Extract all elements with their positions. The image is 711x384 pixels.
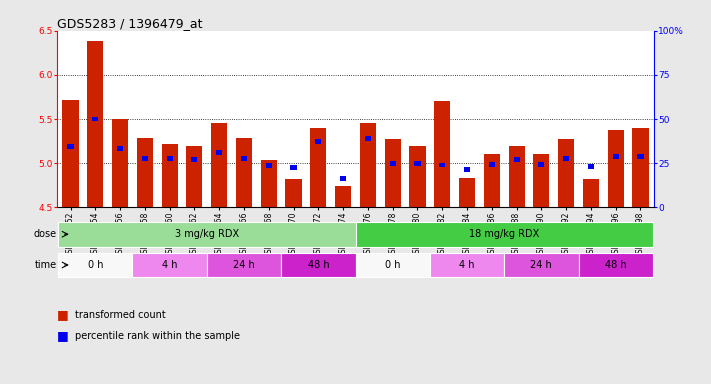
Bar [508, 146, 525, 207]
Bar [410, 146, 425, 207]
Text: time: time [35, 260, 57, 270]
Text: 0 h: 0 h [385, 260, 400, 270]
Bar [459, 178, 475, 207]
Bar [161, 144, 178, 207]
Bar [112, 119, 128, 207]
Bar [191, 157, 198, 162]
Text: dose: dose [33, 229, 57, 239]
Bar [365, 136, 371, 141]
Bar [315, 139, 321, 144]
Bar [638, 154, 643, 159]
Bar [58, 253, 132, 277]
Text: 24 h: 24 h [530, 260, 552, 270]
Bar [281, 253, 356, 277]
Bar [241, 156, 247, 161]
Bar [286, 179, 301, 207]
Bar [439, 162, 445, 167]
Bar [538, 162, 545, 167]
Text: 4 h: 4 h [459, 260, 475, 270]
Bar [579, 253, 653, 277]
Bar [117, 146, 123, 151]
Text: ■: ■ [57, 329, 69, 343]
Bar [464, 167, 470, 172]
Bar [236, 139, 252, 207]
Bar [266, 164, 272, 168]
Bar [340, 176, 346, 180]
Bar [166, 156, 173, 161]
Bar [415, 161, 420, 166]
Bar [356, 222, 653, 247]
Bar [360, 123, 376, 207]
Bar [488, 162, 495, 167]
Bar [558, 139, 574, 207]
Text: 4 h: 4 h [162, 260, 177, 270]
Bar [483, 154, 500, 207]
Bar [385, 139, 401, 207]
Text: transformed count: transformed count [75, 310, 166, 320]
Bar [207, 253, 281, 277]
Bar [261, 160, 277, 207]
Bar [216, 150, 223, 155]
Bar [132, 253, 207, 277]
Bar [533, 154, 550, 207]
Bar [356, 253, 430, 277]
Bar [335, 186, 351, 207]
Bar [186, 146, 203, 207]
Bar [608, 130, 624, 207]
Bar [583, 179, 599, 207]
Bar [58, 222, 356, 247]
Bar [211, 123, 228, 207]
Bar [434, 101, 450, 207]
Bar [141, 156, 148, 161]
Bar [430, 253, 504, 277]
Bar [513, 157, 520, 162]
Text: 24 h: 24 h [233, 260, 255, 270]
Text: 0 h: 0 h [87, 260, 103, 270]
Text: ■: ■ [57, 308, 69, 321]
Bar [92, 117, 98, 121]
Bar [310, 128, 326, 207]
Bar [291, 165, 296, 170]
Bar [390, 161, 396, 166]
Bar [588, 164, 594, 169]
Text: 48 h: 48 h [308, 260, 329, 270]
Bar [504, 253, 579, 277]
Text: 18 mg/kg RDX: 18 mg/kg RDX [469, 229, 540, 239]
Bar [563, 156, 570, 161]
Bar [613, 154, 619, 159]
Bar [87, 41, 103, 207]
Text: GDS5283 / 1396479_at: GDS5283 / 1396479_at [57, 17, 203, 30]
Bar [633, 128, 648, 207]
Text: 3 mg/kg RDX: 3 mg/kg RDX [175, 229, 239, 239]
Bar [137, 139, 153, 207]
Text: percentile rank within the sample: percentile rank within the sample [75, 331, 240, 341]
Bar [68, 144, 73, 149]
Text: 48 h: 48 h [605, 260, 626, 270]
Bar [63, 99, 78, 207]
